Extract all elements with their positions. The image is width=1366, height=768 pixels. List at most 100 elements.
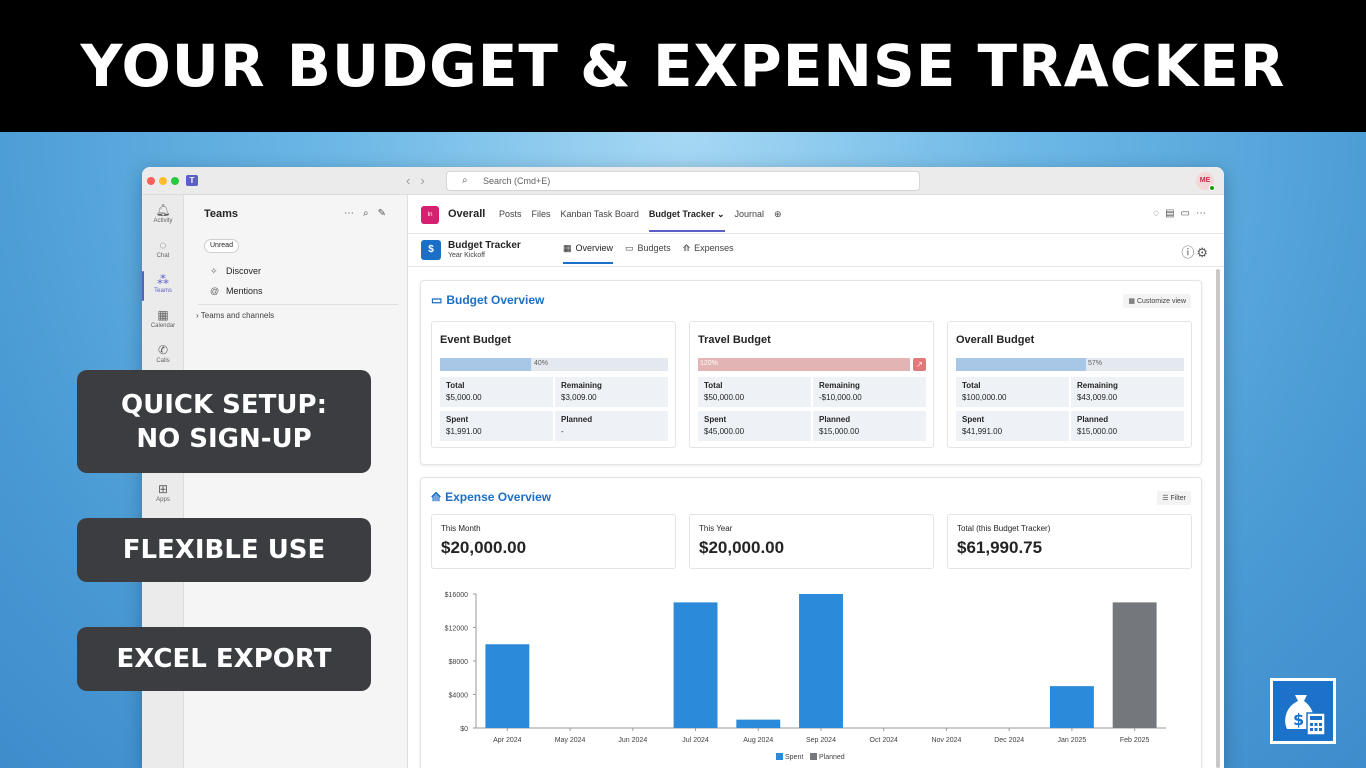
y-tick-label: $8000 — [449, 659, 469, 666]
x-tick-label: Nov 2024 — [931, 737, 961, 744]
teams-panel-actions[interactable]: ⋯⌕✎ — [344, 208, 395, 219]
budget-progress-fill — [698, 358, 910, 371]
budget-planned: Planned - — [555, 411, 668, 441]
video-icon[interactable]: ▭ — [1180, 208, 1196, 219]
money-bag-calculator-icon: $ — [1285, 695, 1326, 736]
banner: YOUR BUDGET & EXPENSE TRACKER — [0, 0, 1366, 132]
more-icon[interactable]: ⋯ — [1196, 208, 1212, 219]
budget-percent: 120% — [700, 360, 718, 367]
rail-item-apps[interactable]: ⊞ Apps — [142, 482, 184, 503]
budget-percent: 40% — [534, 360, 549, 367]
calendar-icon: ▦ — [157, 308, 169, 322]
tab-posts[interactable]: Posts — [499, 209, 522, 219]
chevron-down-icon: ⌄ — [716, 209, 725, 219]
filter-button[interactable]: ☰ Filter — [1157, 491, 1191, 505]
budget-planned: Planned $15,000.00 — [1071, 411, 1184, 441]
stat-this-year: This Year $20,000.00 — [689, 514, 934, 569]
notes-icon[interactable]: ▤ — [1165, 208, 1181, 219]
svg-text:$: $ — [1293, 710, 1304, 729]
app-name: Budget Tracker — [448, 240, 521, 251]
x-tick-label: Jun 2024 — [618, 737, 647, 744]
bar-spent — [673, 602, 718, 728]
rail-item-chat[interactable]: ◌ Chat — [142, 238, 184, 259]
money-bag-icon: $ — [421, 240, 441, 260]
rail-item-activity[interactable]: 🔔︎ Activity — [142, 203, 184, 224]
cash-icon: ⟰ — [431, 490, 442, 504]
more-icon[interactable]: ⋯ — [344, 208, 363, 219]
channel-actions: ◌▤▭⋯ — [1153, 208, 1212, 219]
legend-swatch — [776, 753, 783, 760]
mentions-item[interactable]: @ Mentions — [210, 286, 263, 296]
tab-journal[interactable]: Journal — [734, 209, 765, 219]
tab-budget-tracker[interactable]: Budget Tracker ⌄ — [648, 209, 725, 232]
tab-kanban[interactable]: Kanban Task Board — [560, 209, 639, 219]
avatar[interactable]: ME — [1196, 172, 1215, 191]
budget-remaining: Remaining $43,009.00 — [1071, 377, 1184, 407]
teams-icon: ⁂ — [157, 273, 169, 287]
nav-arrows-icon[interactable]: ‹› — [406, 173, 435, 188]
app-subtitle: Year Kickoff — [448, 252, 485, 259]
gear-icon[interactable]: ⚙ — [1196, 245, 1210, 260]
budget-tracker-logo: $ — [1270, 678, 1336, 744]
close-window-icon[interactable] — [147, 177, 155, 185]
chat-icon: ◌ — [159, 238, 167, 252]
minimize-window-icon[interactable] — [159, 177, 167, 185]
bell-icon: 🔔︎ — [155, 203, 171, 217]
teams-panel-title: Teams — [204, 208, 239, 220]
divider — [198, 304, 398, 305]
budget-remaining: Remaining -$10,000.00 — [813, 377, 926, 407]
x-tick-label: Sep 2024 — [806, 737, 836, 744]
x-tick-label: Dec 2024 — [994, 737, 1024, 744]
x-tick-label: Jan 2025 — [1058, 737, 1087, 744]
tab-files[interactable]: Files — [531, 209, 551, 219]
rail-item-calendar[interactable]: ▦ Calendar — [142, 308, 184, 329]
tab-expenses[interactable]: ⟰ Expenses — [682, 243, 734, 253]
unread-filter[interactable]: Unread — [204, 239, 239, 253]
chevron-right-icon: › — [196, 311, 199, 320]
budget-progress-fill — [440, 358, 531, 371]
budget-card-travel[interactable]: Travel Budget 120% ↗ Total $50,000.00 Rem… — [689, 321, 934, 448]
budget-card-event[interactable]: Event Budget 40% Total $5,000.00 Remainin… — [431, 321, 676, 448]
budget-name: Overall Budget — [956, 334, 1035, 346]
budget-total: Total $100,000.00 — [956, 377, 1069, 407]
tab-overview[interactable]: ▦ Overview — [563, 243, 614, 264]
x-tick-label: Oct 2024 — [870, 737, 899, 744]
teams-and-channels[interactable]: › Teams and channels — [196, 311, 275, 320]
app-tabs: ▦ Overview ▭ Budgets ⟰ Expenses — [563, 243, 734, 264]
channel-tabs: Posts Files Kanban Task Board Budget Tra… — [499, 209, 782, 232]
budget-progress: 120% — [698, 358, 910, 371]
feature-flexible-use: FLEXIBLE USE — [77, 518, 371, 582]
search-input[interactable]: ⌕ Search (Cmd+E) — [446, 171, 920, 191]
budget-progress-fill — [956, 358, 1086, 371]
maximize-window-icon[interactable] — [171, 177, 179, 185]
app-help-settings: ⓘ⚙ — [1181, 242, 1210, 261]
y-tick-label: $0 — [460, 726, 468, 733]
y-tick-label: $16000 — [445, 592, 468, 599]
search-icon[interactable]: ⌕ — [363, 208, 378, 219]
discover-item[interactable]: ✧ Discover — [210, 266, 262, 276]
budget-progress: 40% — [440, 358, 668, 371]
budget-total: Total $5,000.00 — [440, 377, 553, 407]
rail-item-teams[interactable]: ⁂ Teams — [142, 271, 184, 301]
y-tick-label: $4000 — [449, 693, 469, 700]
titlebar: T ‹› ⌕ Search (Cmd+E) ME — [142, 167, 1224, 195]
customize-view-button[interactable]: ▦ Customize view — [1123, 294, 1191, 308]
bar-spent — [736, 719, 781, 728]
x-tick-label: May 2024 — [555, 737, 586, 744]
tab-budgets[interactable]: ▭ Budgets — [625, 243, 671, 253]
compose-icon[interactable]: ✎ — [377, 208, 395, 219]
legend-label: Planned — [819, 754, 845, 761]
chat-icon[interactable]: ◌ — [1153, 208, 1166, 219]
bar-spent — [1049, 686, 1094, 728]
budget-spent: Spent $41,991.00 — [956, 411, 1069, 441]
budget-card-overall[interactable]: Overall Budget 57% Total $100,000.00 Rema… — [947, 321, 1192, 448]
x-tick-label: Feb 2025 — [1120, 737, 1150, 744]
rail-item-calls[interactable]: ✆ Calls — [142, 343, 184, 364]
add-tab-icon[interactable]: ⊕ — [774, 209, 782, 219]
scrollbar[interactable] — [1216, 269, 1220, 768]
filter-icon: ☰ — [1162, 495, 1169, 502]
help-icon[interactable]: ⓘ — [1181, 245, 1197, 260]
budget-progress: 57% — [956, 358, 1184, 371]
stat-this-month: This Month $20,000.00 — [431, 514, 676, 569]
budget-total: Total $50,000.00 — [698, 377, 811, 407]
